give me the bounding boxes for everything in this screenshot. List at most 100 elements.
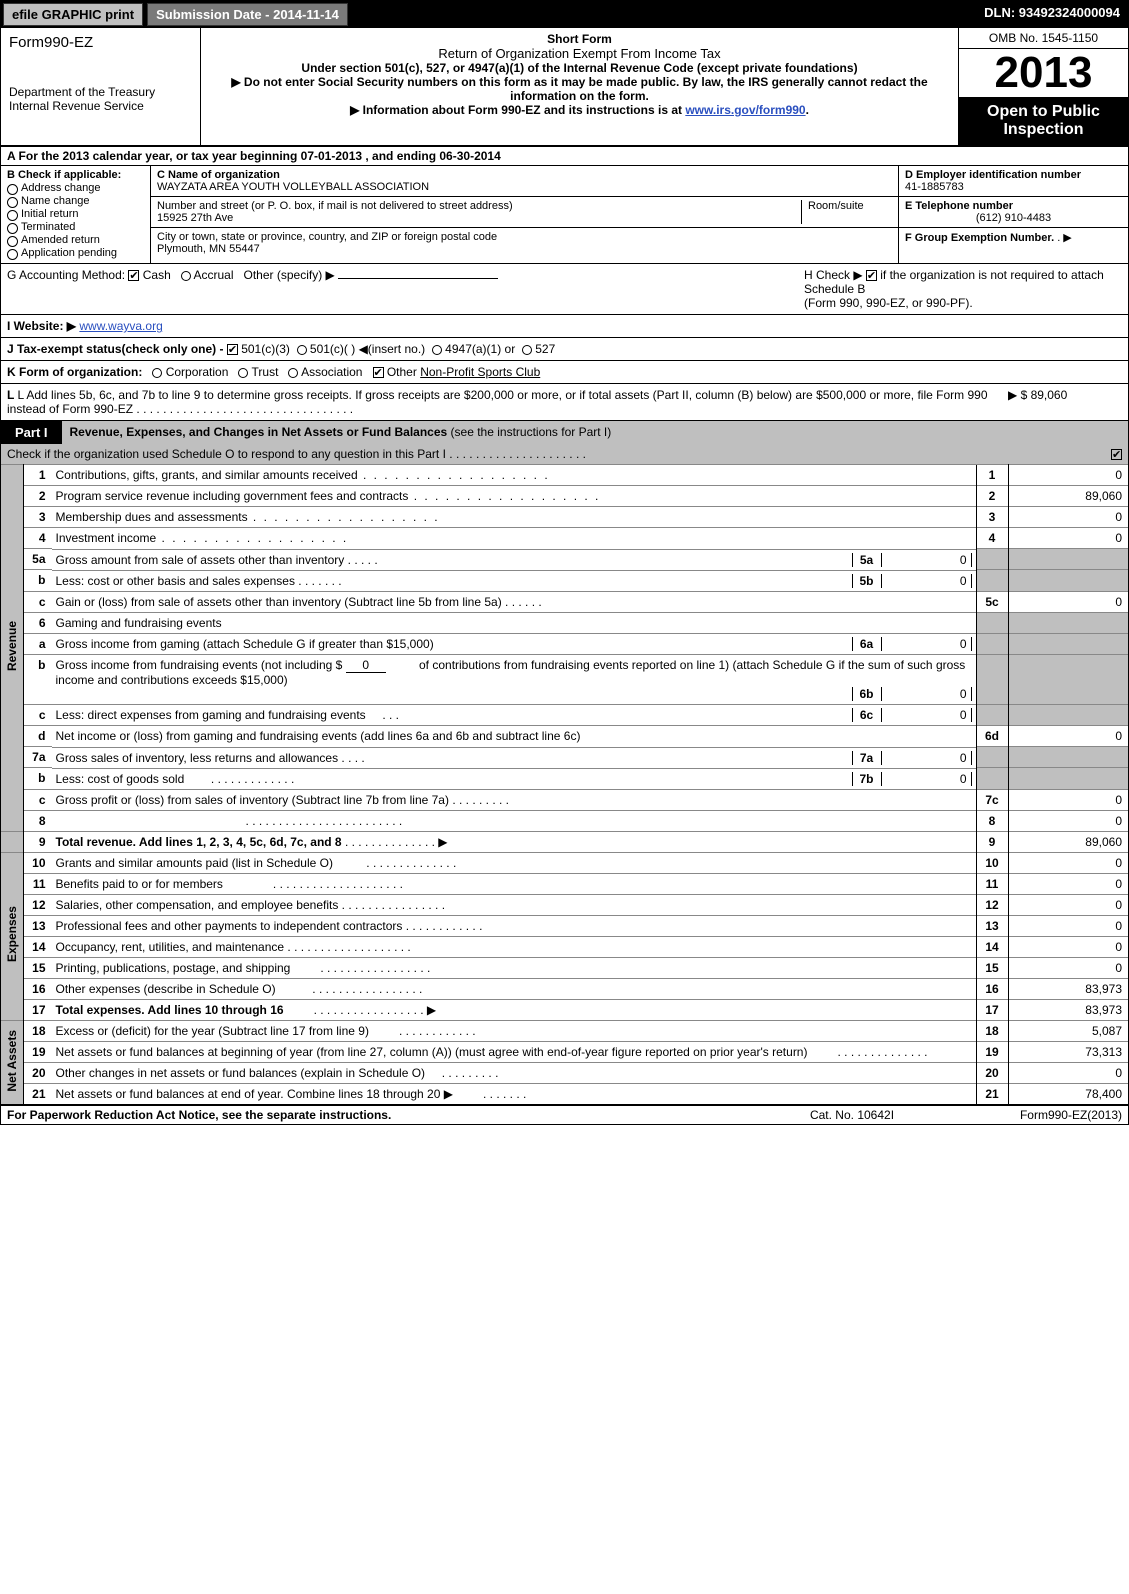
line-6b-mini: 6b <box>852 687 882 701</box>
line-6a-mini: 6a <box>852 637 882 651</box>
chk-4947[interactable] <box>432 345 442 355</box>
line-6a-val <box>1008 633 1128 655</box>
chk-trust[interactable] <box>238 368 248 378</box>
info-note: ▶ Information about Form 990-EZ and its … <box>209 103 950 117</box>
line-21-val: 78,400 <box>1008 1083 1128 1104</box>
i-label: I Website: ▶ <box>7 319 76 333</box>
line-14-val: 0 <box>1008 936 1128 957</box>
f-label: F Group Exemption Number. <box>905 232 1054 244</box>
line-10-val: 0 <box>1008 852 1128 873</box>
line-5c-box: 5c <box>976 591 1008 612</box>
website-link[interactable]: www.wayva.org <box>79 319 162 333</box>
line-17-desc: Total expenses. Add lines 10 through 16 <box>56 1003 284 1017</box>
line-7a-mini: 7a <box>852 751 882 765</box>
chk-accrual[interactable] <box>181 271 191 281</box>
k-trust: Trust <box>252 365 279 379</box>
chk-application-pending[interactable]: Application pending <box>7 247 144 259</box>
line-11-val: 0 <box>1008 873 1128 894</box>
form-container: efile GRAPHIC print Submission Date - 20… <box>0 0 1129 1125</box>
line-7c-box: 7c <box>976 789 1008 810</box>
line-4-desc: Investment income <box>56 531 157 545</box>
row-l: L L Add lines 5b, 6c, and 7b to line 9 t… <box>1 384 1128 421</box>
form-id: Form990-EZ(2013) <box>942 1108 1122 1122</box>
line-6c-miniv: 0 <box>882 708 972 722</box>
chk-corp[interactable] <box>152 368 162 378</box>
c-name-label: C Name of organization <box>157 169 892 181</box>
line-6d-desc: Net income or (loss) from gaming and fun… <box>52 726 977 747</box>
line-7c-desc: Gross profit or (loss) from sales of inv… <box>56 793 449 807</box>
d-label: D Employer identification number <box>905 169 1122 181</box>
chk-cash[interactable] <box>128 270 139 281</box>
line-6c-val <box>1008 704 1128 726</box>
cash-label: Cash <box>143 268 171 282</box>
line-3-box: 3 <box>976 507 1008 528</box>
line-5a-val <box>1008 549 1128 570</box>
line-18-desc: Excess or (deficit) for the year (Subtra… <box>56 1024 369 1038</box>
tax-year: 2013 <box>959 49 1128 97</box>
line-18-num: 18 <box>24 1020 52 1041</box>
chk-501c3[interactable] <box>227 344 238 355</box>
line-6d-num: d <box>24 726 52 747</box>
chk-other[interactable] <box>373 367 384 378</box>
line-17-box: 17 <box>976 999 1008 1020</box>
chk-name-change[interactable]: Name change <box>7 195 144 207</box>
line-7a-desc: Gross sales of inventory, less returns a… <box>56 751 339 765</box>
chk-terminated[interactable]: Terminated <box>7 221 144 233</box>
line-10-num: 10 <box>24 852 52 873</box>
chk-amended-return[interactable]: Amended return <box>7 234 144 246</box>
ein-value: 41-1885783 <box>905 181 1122 193</box>
accrual-label: Accrual <box>193 268 233 282</box>
chk-assoc[interactable] <box>288 368 298 378</box>
irs-link[interactable]: www.irs.gov/form990 <box>685 103 805 117</box>
line-7a-miniv: 0 <box>882 751 972 765</box>
dept-treasury: Department of the Treasury <box>9 85 192 99</box>
line-5b-num: b <box>24 570 52 592</box>
line-3-num: 3 <box>24 507 52 528</box>
line-12-val: 0 <box>1008 894 1128 915</box>
efile-print-button[interactable]: efile GRAPHIC print <box>3 3 143 26</box>
line-7b-box <box>976 768 1008 790</box>
line-8-val: 0 <box>1008 810 1128 831</box>
line-6c-num: c <box>24 704 52 726</box>
j-501c: 501(c)( ) <box>310 342 355 356</box>
line-1-box: 1 <box>976 465 1008 486</box>
line-5a-desc: Gross amount from sale of assets other t… <box>56 553 345 567</box>
line-9-desc: Total revenue. Add lines 1, 2, 3, 4, 5c,… <box>56 835 342 849</box>
row-k: K Form of organization: Corporation Trus… <box>1 361 1128 384</box>
line-13-desc: Professional fees and other payments to … <box>56 919 403 933</box>
line-21-num: 21 <box>24 1083 52 1104</box>
line-3-desc: Membership dues and assessments <box>56 510 248 524</box>
chk-527[interactable] <box>522 345 532 355</box>
line-6b-desc1: Gross income from fundraising events (no… <box>56 658 343 672</box>
line-1-desc: Contributions, gifts, grants, and simila… <box>56 468 358 482</box>
line-15-box: 15 <box>976 957 1008 978</box>
line-17-val: 83,973 <box>1008 999 1128 1020</box>
line-5b-mini: 5b <box>852 574 882 588</box>
line-7b-num: b <box>24 768 52 790</box>
chk-schedule-o[interactable] <box>1111 449 1122 460</box>
chk-address-change[interactable]: Address change <box>7 182 144 194</box>
l-amount: ▶ $ 89,060 <box>1002 388 1122 416</box>
paperwork-notice: For Paperwork Reduction Act Notice, see … <box>7 1108 762 1122</box>
netassets-side: Net Assets <box>1 1020 24 1104</box>
line-5a-num: 5a <box>24 549 52 570</box>
line-21-desc: Net assets or fund balances at end of ye… <box>56 1087 453 1101</box>
submission-date: Submission Date - 2014-11-14 <box>147 3 348 26</box>
section-c: C Name of organization WAYZATA AREA YOUT… <box>151 166 898 263</box>
line-7a-box <box>976 747 1008 768</box>
j-527: 527 <box>535 342 555 356</box>
part-1-header: Part I Revenue, Expenses, and Changes in… <box>1 421 1128 444</box>
chk-initial-return[interactable]: Initial return <box>7 208 144 220</box>
chk-h[interactable] <box>866 270 877 281</box>
open-to-public: Open to Public Inspection <box>959 97 1128 145</box>
line-18-box: 18 <box>976 1020 1008 1041</box>
line-16-box: 16 <box>976 978 1008 999</box>
f-arrow: . ▶ <box>1057 232 1072 244</box>
line-18-val: 5,087 <box>1008 1020 1128 1041</box>
line-12-box: 12 <box>976 894 1008 915</box>
line-5b-box <box>976 570 1008 592</box>
line-5b-val <box>1008 570 1128 592</box>
chk-501c[interactable] <box>297 345 307 355</box>
line-20-num: 20 <box>24 1062 52 1083</box>
ssn-note: ▶ Do not enter Social Security numbers o… <box>209 75 950 103</box>
